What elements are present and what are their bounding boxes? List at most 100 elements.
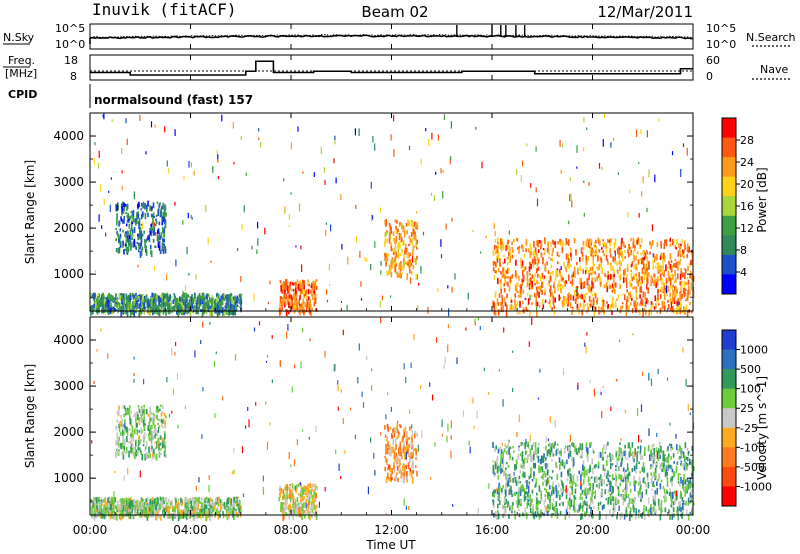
heatmap-cell <box>534 273 537 278</box>
heatmap-cell <box>553 305 555 309</box>
heatmap-cell <box>129 240 132 244</box>
heatmap-cell <box>304 310 306 314</box>
heatmap-cell <box>285 511 287 517</box>
heatmap-cell <box>209 309 211 316</box>
heatmap-cell <box>140 237 143 243</box>
heatmap-cell <box>646 130 648 138</box>
heatmap-cell <box>634 302 636 309</box>
heatmap-cell <box>449 158 451 165</box>
heatmap-cell <box>576 452 579 456</box>
heatmap-cell <box>207 293 210 297</box>
freq-label-2: [MHz] <box>5 67 37 80</box>
heatmap-cell <box>142 295 144 302</box>
heatmap-cell <box>618 274 621 279</box>
heatmap-cell <box>287 290 289 294</box>
heatmap-cell <box>572 459 575 467</box>
heatmap-cell <box>121 297 123 304</box>
heatmap-cell <box>521 160 524 167</box>
heatmap-cell <box>524 496 527 501</box>
heatmap-cell <box>574 506 577 512</box>
heatmap-cell <box>137 233 139 237</box>
heatmap-cell <box>669 292 671 297</box>
heatmap-cell <box>282 291 284 294</box>
heatmap-cell <box>605 498 608 501</box>
heatmap-cell <box>94 497 96 501</box>
heatmap-cell <box>660 287 663 293</box>
heatmap-cell <box>634 245 636 248</box>
heatmap-cell <box>405 243 407 247</box>
heatmap-cell <box>340 194 342 200</box>
heatmap-cell <box>629 291 631 295</box>
heatmap-cell <box>679 302 681 308</box>
heatmap-cell <box>151 295 153 301</box>
heatmap-cell <box>198 497 200 504</box>
heatmap-cell <box>164 245 166 249</box>
heatmap-cell <box>420 266 422 274</box>
heatmap-cell <box>605 284 608 289</box>
heatmap-cell <box>169 297 172 301</box>
heatmap-cell <box>200 309 203 312</box>
heatmap-cell <box>292 282 295 286</box>
heatmap-cell <box>225 302 227 308</box>
heatmap-cell <box>641 276 643 281</box>
heatmap-cell <box>161 302 163 305</box>
heatmap-cell <box>185 508 187 512</box>
heatmap-cell <box>153 231 155 236</box>
heatmap-cell <box>674 293 676 298</box>
heatmap-cell <box>604 242 606 247</box>
heatmap-cell <box>495 261 497 267</box>
heatmap-cell <box>396 465 399 471</box>
heatmap-cell <box>283 281 285 288</box>
heatmap-cell <box>639 294 641 299</box>
heatmap-cell <box>498 252 500 260</box>
heatmap-cell <box>288 224 290 227</box>
heatmap-cell <box>620 305 622 313</box>
heatmap-cell <box>186 298 188 302</box>
heatmap-cell <box>238 500 240 504</box>
heatmap-cell <box>168 511 170 515</box>
heatmap-cell <box>313 495 315 502</box>
heatmap-cell <box>299 506 301 514</box>
heatmap-cell <box>574 238 576 242</box>
heatmap-cell <box>566 241 568 245</box>
heatmap-cell <box>500 307 503 312</box>
heatmap-cell <box>370 264 372 271</box>
heatmap-cell <box>492 251 495 254</box>
heatmap-cell <box>294 507 296 514</box>
heatmap-cell <box>406 260 408 265</box>
heatmap-cell <box>366 257 368 262</box>
heatmap-cell <box>495 247 497 253</box>
heatmap-cell <box>282 508 284 511</box>
heatmap-cell <box>300 303 303 308</box>
heatmap-cell <box>522 245 525 251</box>
heatmap-cell <box>216 296 218 304</box>
heatmap-cell <box>119 228 122 232</box>
heatmap-cell <box>227 300 230 304</box>
heatmap-cell <box>406 436 408 439</box>
heatmap-cell <box>405 433 408 437</box>
heatmap-cell <box>109 204 111 213</box>
heatmap-cell <box>125 293 127 301</box>
heatmap-cell <box>174 304 177 309</box>
heatmap-cell <box>614 256 616 263</box>
heatmap-cell <box>139 300 142 307</box>
heatmap-cell <box>521 278 523 283</box>
heatmap-cell <box>156 235 159 242</box>
heatmap-cell <box>589 249 592 255</box>
heatmap-cell <box>442 191 444 199</box>
heatmap-cell <box>312 483 314 488</box>
heatmap-cell <box>581 251 584 257</box>
heatmap-cell <box>669 278 672 281</box>
heatmap-cell <box>193 170 195 176</box>
heatmap-cell <box>692 275 695 283</box>
heatmap-cell <box>149 498 152 506</box>
heatmap-cell <box>684 288 687 291</box>
heatmap-cell <box>307 300 309 303</box>
heatmap-cell <box>403 230 406 238</box>
heatmap-cell <box>175 513 177 519</box>
heatmap-cell <box>137 414 139 421</box>
heatmap-cell <box>312 280 315 286</box>
heatmap-cell <box>603 253 606 257</box>
heatmap-cell <box>679 274 682 280</box>
heatmap-cell <box>495 445 497 450</box>
